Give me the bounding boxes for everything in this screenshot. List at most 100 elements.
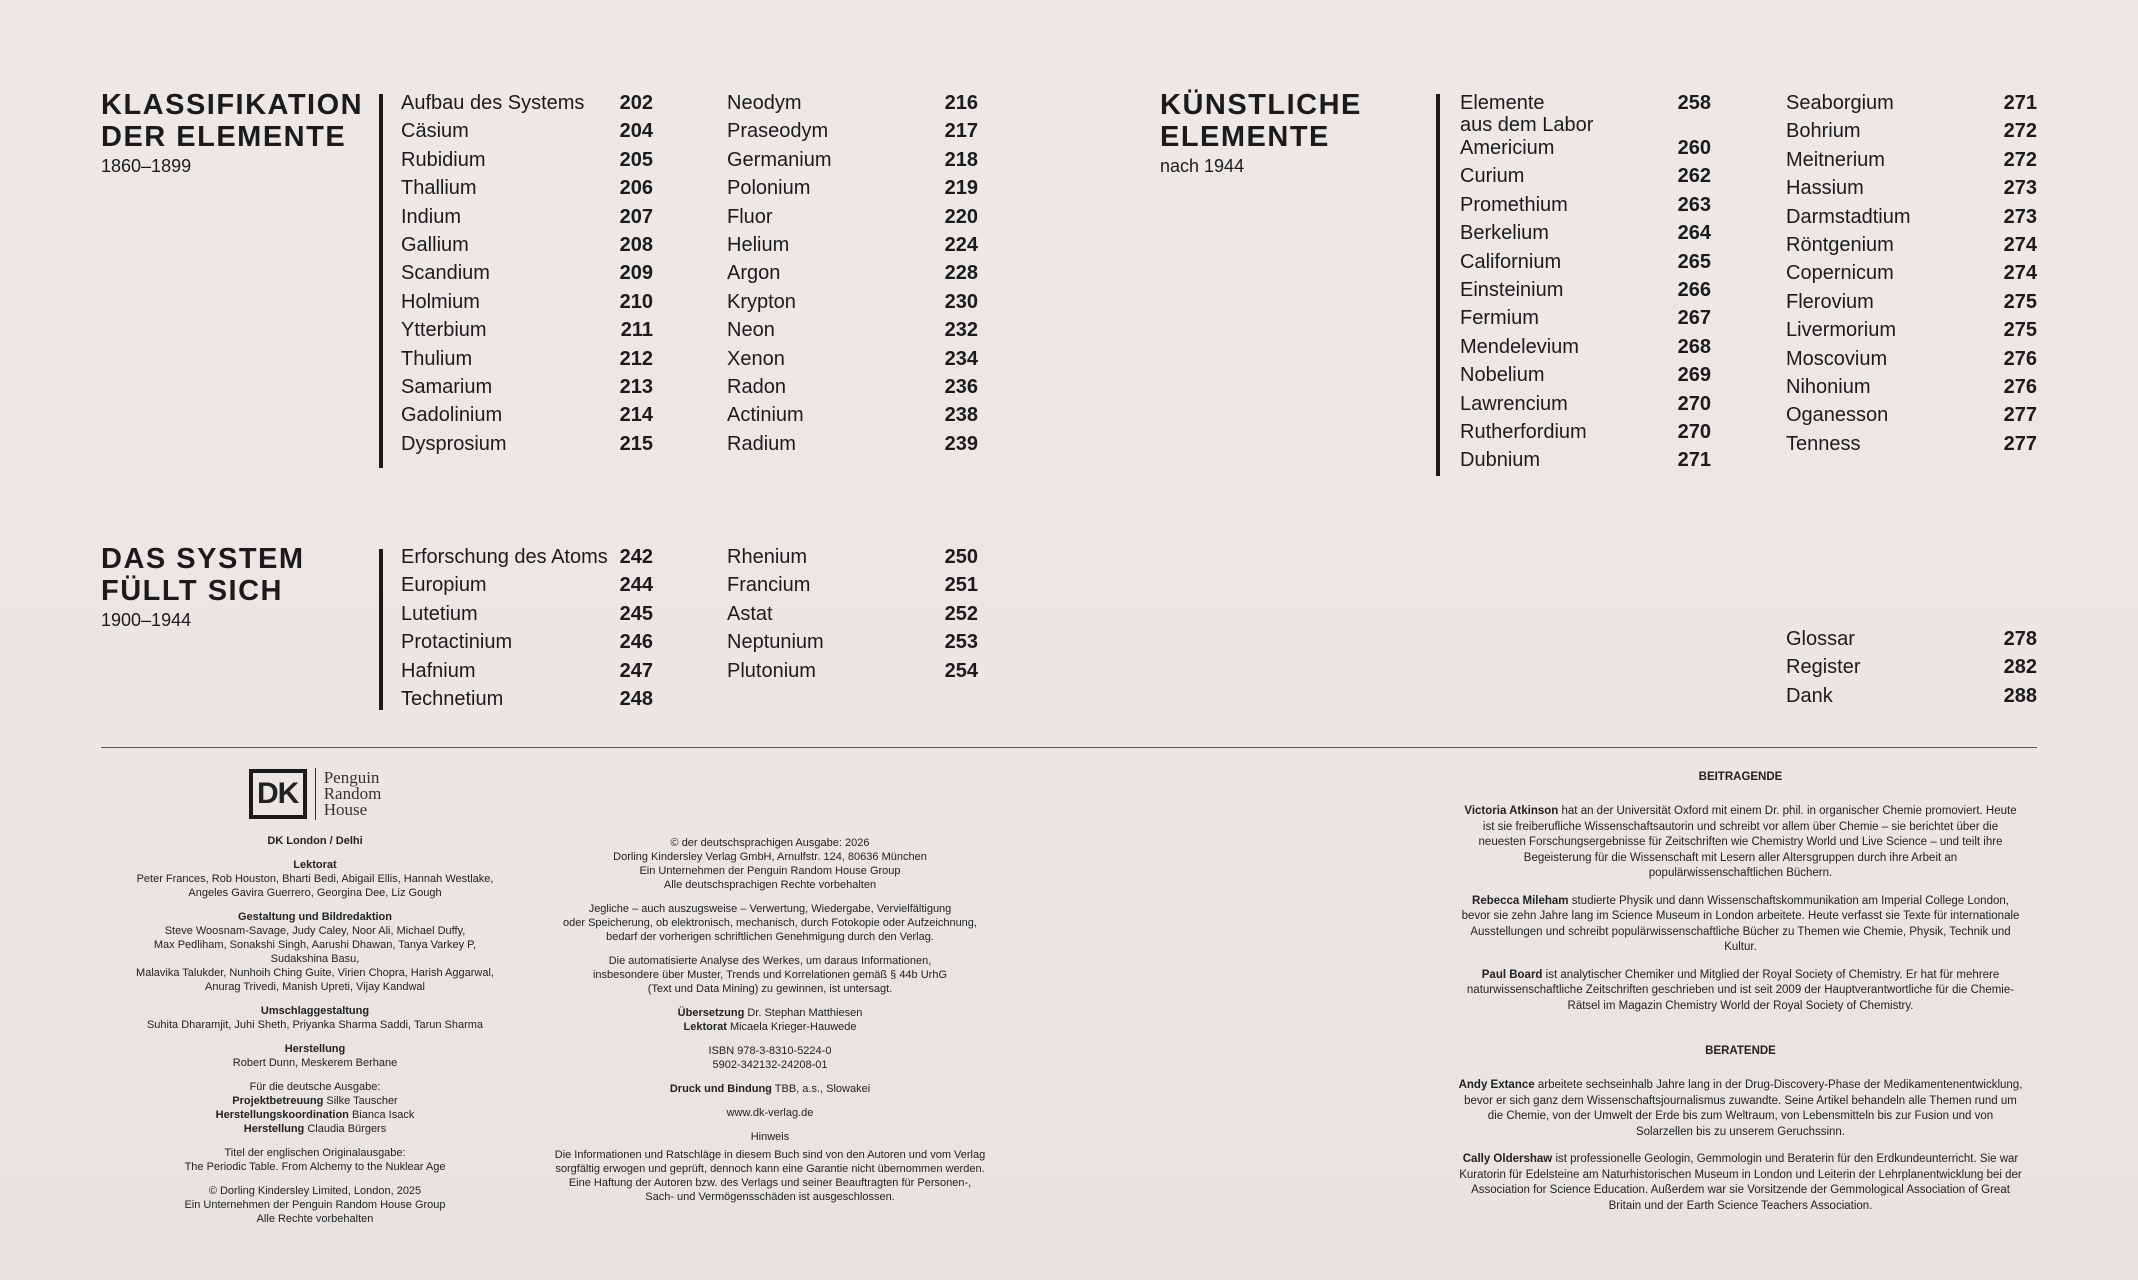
page-number: 213 bbox=[619, 375, 653, 398]
page-number: 277 bbox=[2003, 404, 2037, 427]
toc-entry[interactable]: Glossar 278 bbox=[1786, 625, 2037, 653]
toc-entry[interactable]: Moscovium 276 bbox=[1786, 345, 2037, 373]
role-label: Projektbetreuung bbox=[232, 1095, 324, 1107]
toc-entry[interactable]: Neodym 216 bbox=[727, 89, 978, 117]
toc-entry[interactable]: Helium 224 bbox=[727, 231, 978, 259]
toc-entry[interactable]: Polonium 219 bbox=[727, 174, 978, 202]
toc-entry[interactable]: Americium 260 bbox=[1460, 134, 1711, 162]
toc-entry[interactable]: Europium 244 bbox=[401, 571, 653, 599]
section-subtitle: 1860–1899 bbox=[101, 156, 192, 176]
toc-entry[interactable]: Meitnerium 272 bbox=[1786, 146, 2037, 174]
section-title: DAS SYSTEM FÜLLT SICH bbox=[101, 543, 305, 607]
toc-entry[interactable]: Rhenium 250 bbox=[727, 543, 978, 571]
toc-entry[interactable]: Promethium 263 bbox=[1460, 191, 1711, 219]
toc-entry[interactable]: Erforschung des Atoms 242 bbox=[401, 543, 653, 571]
entry-title: Americium bbox=[1460, 137, 1555, 159]
bio-text: arbeitete sechseinhalb Jahre lang in der… bbox=[1464, 1079, 2023, 1138]
toc-entry[interactable]: Technetium 248 bbox=[401, 685, 653, 713]
toc-entry[interactable]: Scandium 209 bbox=[401, 259, 653, 287]
toc-entry[interactable]: Elemente aus dem Labor 258 bbox=[1460, 89, 1711, 136]
toc-entry[interactable]: Darmstadtium 273 bbox=[1786, 203, 2037, 231]
toc-entry[interactable]: Thulium 212 bbox=[401, 345, 653, 373]
toc-entry[interactable]: Astat 252 bbox=[727, 600, 978, 628]
page-number: 251 bbox=[944, 574, 978, 597]
toc-entry[interactable]: Rubidium 205 bbox=[401, 146, 653, 174]
toc-entry[interactable]: Krypton 230 bbox=[727, 288, 978, 316]
credits-left: DK Penguin Random House DK London / Delh… bbox=[130, 768, 500, 1236]
toc-entry[interactable]: Dubnium 271 bbox=[1460, 446, 1711, 474]
toc-entry[interactable]: Livermorium 275 bbox=[1786, 316, 2037, 344]
toc-entry[interactable]: Lutetium 245 bbox=[401, 600, 653, 628]
toc-entry[interactable]: Radium 239 bbox=[727, 430, 978, 458]
toc-entry[interactable]: Germanium 218 bbox=[727, 146, 978, 174]
toc-entry[interactable]: Indium 207 bbox=[401, 203, 653, 231]
entry-title: Copernicum bbox=[1786, 262, 1894, 285]
toc-entry[interactable]: Dysprosium 215 bbox=[401, 430, 653, 458]
page-number: 215 bbox=[619, 432, 653, 455]
toc-entry[interactable]: Tenness 277 bbox=[1786, 430, 2037, 458]
toc-entry[interactable]: Copernicum 274 bbox=[1786, 259, 2037, 287]
toc-entry[interactable]: Dank 288 bbox=[1786, 682, 2037, 710]
page-number: 267 bbox=[1677, 307, 1711, 330]
page-number: 252 bbox=[944, 602, 978, 625]
role-label: Herstellungskoordination bbox=[215, 1109, 349, 1121]
toc-entry[interactable]: Neon 232 bbox=[727, 316, 978, 344]
toc-entry[interactable]: Register 282 bbox=[1786, 653, 2037, 681]
toc-entry[interactable]: Fluor 220 bbox=[727, 203, 978, 231]
entry-title: Praseodym bbox=[727, 120, 829, 143]
toc-entry[interactable]: Plutonium 254 bbox=[727, 657, 978, 685]
toc-entry[interactable]: Ytterbium 211 bbox=[401, 316, 653, 344]
entry-title: Francium bbox=[727, 574, 811, 597]
toc-entry[interactable]: Berkelium 264 bbox=[1460, 219, 1711, 247]
bio-text: ist analytischer Chemiker und Mitglied d… bbox=[1466, 968, 2015, 1012]
credit-names: Suhita Dharamjit, Juhi Sheth, Priyanka S… bbox=[146, 1019, 484, 1031]
toc-entry[interactable]: Lawrencium 270 bbox=[1460, 390, 1711, 418]
toc-entry[interactable]: Flerovium 275 bbox=[1786, 288, 2037, 316]
toc-entry[interactable]: Fermium 267 bbox=[1460, 304, 1711, 332]
toc-entry[interactable]: Actinium 238 bbox=[727, 401, 978, 429]
website-link[interactable]: www.dk-verlag.de bbox=[726, 1107, 814, 1119]
credit-block: DK London / Delhi bbox=[130, 834, 500, 848]
toc-entry[interactable]: Praseodym 217 bbox=[727, 117, 978, 145]
toc-entry[interactable]: Holmium 210 bbox=[401, 288, 653, 316]
advisors-heading: BERATENDE bbox=[1705, 1045, 1776, 1057]
bio-text: studierte Physik und dann Wissenschaftsk… bbox=[1461, 894, 2020, 954]
german-edition: Für die deutsche Ausgabe: Projektbetreuun… bbox=[130, 1080, 500, 1136]
toc-entry[interactable]: Curium 262 bbox=[1460, 162, 1711, 190]
toc-entry[interactable]: Hafnium 247 bbox=[401, 657, 653, 685]
page-number: 269 bbox=[1677, 364, 1711, 387]
page-number: 274 bbox=[2003, 262, 2037, 285]
toc-entry[interactable]: Xenon 234 bbox=[727, 345, 978, 373]
entry-title: Rhenium bbox=[727, 546, 808, 568]
toc-entry[interactable]: Gadolinium 214 bbox=[401, 401, 653, 429]
toc-entry[interactable]: Nobelium 269 bbox=[1460, 361, 1711, 389]
toc-entry[interactable]: Radon 236 bbox=[727, 373, 978, 401]
entry-title: Meitnerium bbox=[1786, 148, 1885, 171]
entry-title: Argon bbox=[727, 262, 781, 285]
toc-entry[interactable]: Samarium 213 bbox=[401, 373, 653, 401]
toc-entry[interactable]: Aufbau des Systems 202 bbox=[401, 89, 653, 117]
toc-entry[interactable]: Hassium 273 bbox=[1786, 174, 2037, 202]
entry-title: Scandium bbox=[401, 262, 490, 285]
toc-entry[interactable]: Protactinium 246 bbox=[401, 628, 653, 656]
toc-entry[interactable]: Thallium 206 bbox=[401, 174, 653, 202]
toc-entry[interactable]: Neptunium 253 bbox=[727, 628, 978, 656]
toc-entry[interactable]: Francium 251 bbox=[727, 571, 978, 599]
toc-entry[interactable]: Rutherfordium 270 bbox=[1460, 418, 1711, 446]
entry-title: Moscovium bbox=[1786, 347, 1888, 370]
toc-entry[interactable]: Cäsium 204 bbox=[401, 117, 653, 145]
divider bbox=[101, 747, 2037, 748]
toc-entry[interactable]: Californium 265 bbox=[1460, 248, 1711, 276]
toc-entry[interactable]: Argon 228 bbox=[727, 259, 978, 287]
entry-title: Promethium bbox=[1460, 193, 1568, 216]
toc-entry[interactable]: Bohrium 272 bbox=[1786, 117, 2037, 145]
toc-entry[interactable]: Gallium 208 bbox=[401, 231, 653, 259]
credit-block: Lektorat Peter Frances, Rob Houston, Bhar… bbox=[130, 858, 500, 900]
toc-entry[interactable]: Nihonium 276 bbox=[1786, 373, 2037, 401]
entry-title: Seaborgium bbox=[1786, 92, 1894, 114]
toc-entry[interactable]: Oganesson 277 bbox=[1786, 401, 2037, 429]
toc-entry[interactable]: Röntgenium 274 bbox=[1786, 231, 2037, 259]
toc-entry[interactable]: Mendelevium 268 bbox=[1460, 333, 1711, 361]
toc-entry[interactable]: Einsteinium 266 bbox=[1460, 276, 1711, 304]
toc-entry[interactable]: Seaborgium 271 bbox=[1786, 89, 2037, 117]
